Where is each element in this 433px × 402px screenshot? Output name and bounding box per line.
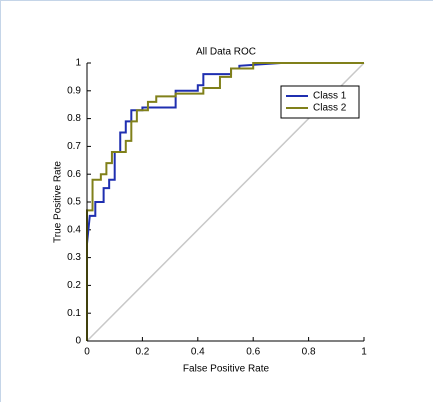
y-axis-label: True Positive Rate — [53, 161, 64, 243]
legend-label: Class 1 — [313, 91, 347, 102]
x-tick-label: 0.2 — [135, 347, 149, 358]
y-tick-label: 0.4 — [67, 224, 81, 235]
x-tick-label: 0 — [84, 347, 90, 358]
y-tick-label: 0.8 — [67, 113, 81, 124]
y-tick-label: 0.5 — [67, 197, 81, 208]
x-tick-label: 0.8 — [302, 347, 316, 358]
y-tick-label: 0.7 — [67, 141, 81, 152]
roc-line — [86, 62, 364, 341]
y-tick-label: 0.1 — [67, 308, 81, 319]
legend-box — [280, 85, 360, 119]
y-tick-label: 0.6 — [67, 169, 81, 180]
legend-label: Class 2 — [313, 103, 347, 114]
y-tick-label: 0.3 — [67, 252, 81, 263]
y-tick-label: 0.2 — [67, 280, 81, 291]
chart-title: All Data ROC — [196, 47, 256, 58]
x-tick-label: 0.6 — [246, 347, 260, 358]
y-tick-label: 0 — [75, 336, 81, 347]
y-tick-label: 0.9 — [67, 85, 81, 96]
x-tick-label: 0.4 — [191, 347, 205, 358]
x-tick-label: 1 — [361, 347, 367, 358]
y-tick-label: 1 — [75, 58, 81, 69]
x-axis-label: False Positive Rate — [183, 364, 270, 375]
